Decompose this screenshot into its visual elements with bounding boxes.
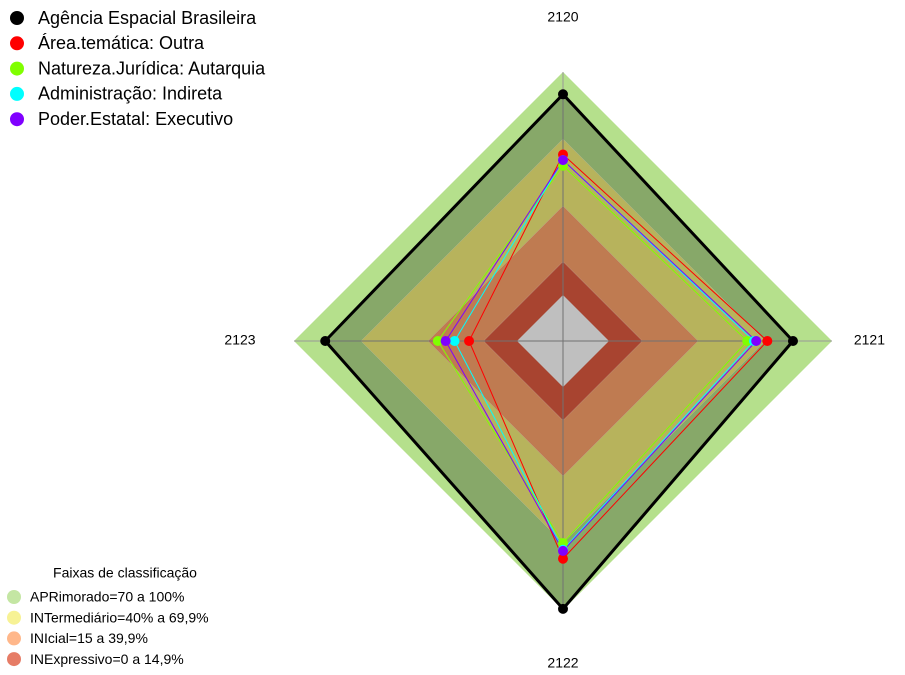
band-legend-label: INExpressivo=0 a 14,9% [30,651,184,667]
legend-label: Área.temática: Outra [38,33,205,53]
series-point [449,336,460,346]
legend-marker [10,11,24,25]
series-point [558,603,568,614]
legend-label: Poder.Estatal: Executivo [38,109,233,129]
band-legend-label: APRimorado=70 a 100% [30,589,185,605]
series-point [558,553,568,564]
band-legend-label: INTermediário=40% a 69,9% [30,609,209,625]
band [294,72,832,610]
series-point [464,336,475,346]
band [428,206,698,476]
legend-marker [10,86,24,101]
legend-label: Agência Espacial Brasileira [38,8,257,28]
series-point [558,155,568,166]
bands-title: Faixas de classificação [53,565,197,581]
series-point [762,336,773,346]
series-point [558,545,568,556]
band-legend-marker [7,590,21,604]
legend-label: Natureza.Jurídica: Autarquia [38,58,266,78]
axis-label: 2123 [224,332,255,348]
series-point [440,336,451,346]
series-point [320,336,331,346]
series-point [558,89,568,100]
legend-marker [10,36,24,51]
band-legend-marker [7,631,21,646]
legend-marker [10,112,24,127]
axis-label: 2122 [547,655,578,671]
axis-label: 2120 [547,9,578,25]
band-legend-marker [7,652,21,667]
legend-label: Administração: Indireta [38,84,223,104]
series-point [787,336,798,346]
legend-marker [10,61,24,76]
band-legend-marker [7,610,21,625]
band-legend-label: INIcial=15 a 39,9% [30,630,148,646]
axis-label: 2121 [854,332,885,348]
series-point [751,336,762,346]
series-point [432,336,443,346]
